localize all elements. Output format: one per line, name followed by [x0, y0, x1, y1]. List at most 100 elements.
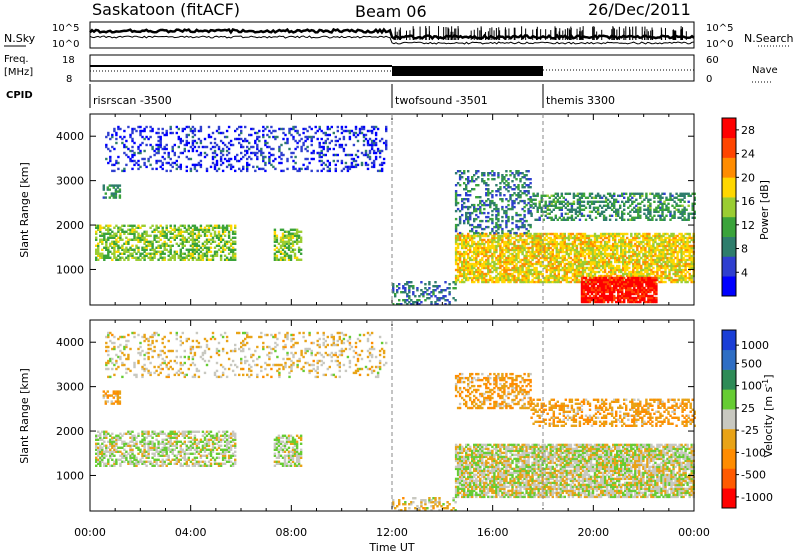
data-cell [107, 232, 110, 235]
data-cell [553, 238, 557, 242]
data-cell [605, 272, 609, 276]
data-cell [489, 192, 492, 195]
data-cell [503, 176, 506, 179]
data-cell [499, 194, 502, 197]
data-cell [465, 205, 468, 209]
data-cell [566, 208, 570, 211]
data-cell [658, 264, 661, 268]
data-cell [105, 244, 108, 247]
data-cell [581, 248, 585, 252]
data-cell [127, 256, 130, 259]
data-cell [634, 236, 637, 240]
data-cell [181, 127, 185, 131]
data-cell [521, 274, 524, 278]
data-cell [477, 276, 480, 280]
data-cell [215, 250, 219, 253]
data-cell [256, 147, 259, 151]
data-cell [195, 248, 199, 251]
data-cell [631, 218, 634, 221]
data-cell [139, 240, 142, 243]
data-cell [238, 167, 241, 171]
data-cell [143, 236, 146, 239]
data-cell [551, 254, 555, 258]
data-cell [664, 236, 667, 240]
data-cell [628, 242, 631, 246]
data-cell [113, 236, 116, 239]
data-cell [525, 268, 528, 272]
data-cell [254, 153, 257, 157]
data-cell [493, 178, 496, 181]
data-cell [533, 280, 536, 284]
data-cell [231, 250, 235, 253]
data-cell [483, 276, 486, 280]
data-cell [272, 153, 275, 157]
data-cell [640, 248, 643, 252]
data-cell [481, 174, 484, 177]
data-cell [538, 204, 541, 207]
data-cell [191, 230, 195, 233]
data-cell [294, 147, 297, 151]
data-cell [264, 161, 267, 165]
data-cell [623, 212, 626, 215]
data-cell [644, 262, 647, 266]
data-cell [583, 258, 587, 262]
data-cell [398, 287, 401, 290]
data-cell [475, 276, 478, 280]
data-cell [456, 170, 460, 173]
data-cell [634, 272, 637, 276]
data-cell [662, 276, 665, 280]
data-cell [123, 145, 126, 149]
data-cell [638, 254, 641, 258]
data-cell [483, 234, 486, 238]
data-cell [639, 214, 642, 217]
data-cell [609, 252, 613, 256]
data-cell [179, 250, 183, 253]
data-cell [125, 236, 128, 239]
data-cell [119, 256, 122, 259]
data-cell [199, 163, 203, 167]
data-cell [604, 196, 608, 199]
data-cell [471, 223, 474, 227]
data-cell [561, 274, 565, 278]
data-cell [521, 258, 524, 262]
data-cell [147, 240, 150, 243]
data-cell [615, 214, 618, 217]
data-cell [686, 236, 689, 240]
data-cell [507, 272, 510, 276]
data-cell [595, 244, 599, 248]
data-cell [519, 268, 522, 272]
data-cell [481, 256, 484, 260]
data-cell [491, 190, 494, 193]
data-cell [491, 278, 494, 282]
data-cell [652, 266, 655, 270]
data-cell [135, 246, 138, 249]
data-cell [201, 228, 205, 231]
data-cell [509, 274, 512, 278]
data-cell [511, 258, 514, 262]
data-cell [299, 248, 303, 251]
data-cell [205, 238, 209, 241]
data-cell [531, 274, 534, 278]
data-cell [633, 200, 636, 203]
data-cell [525, 262, 528, 266]
data-cell [438, 299, 441, 302]
data-cell [535, 276, 538, 280]
data-cell [165, 133, 168, 137]
data-cell [532, 194, 535, 197]
data-cell [666, 232, 669, 236]
data-cell [165, 147, 168, 151]
data-cell [622, 234, 625, 238]
data-cell [473, 240, 476, 244]
data-cell [149, 155, 152, 159]
data-cell [585, 236, 589, 240]
data-cell [151, 256, 154, 259]
data-cell [326, 159, 330, 163]
data-cell [664, 254, 667, 258]
data-cell [652, 254, 655, 258]
data-cell [567, 236, 571, 240]
data-cell [119, 228, 122, 231]
data-cell [539, 236, 542, 240]
data-cell [165, 236, 168, 239]
data-cell [569, 246, 573, 250]
data-cell [507, 184, 510, 187]
